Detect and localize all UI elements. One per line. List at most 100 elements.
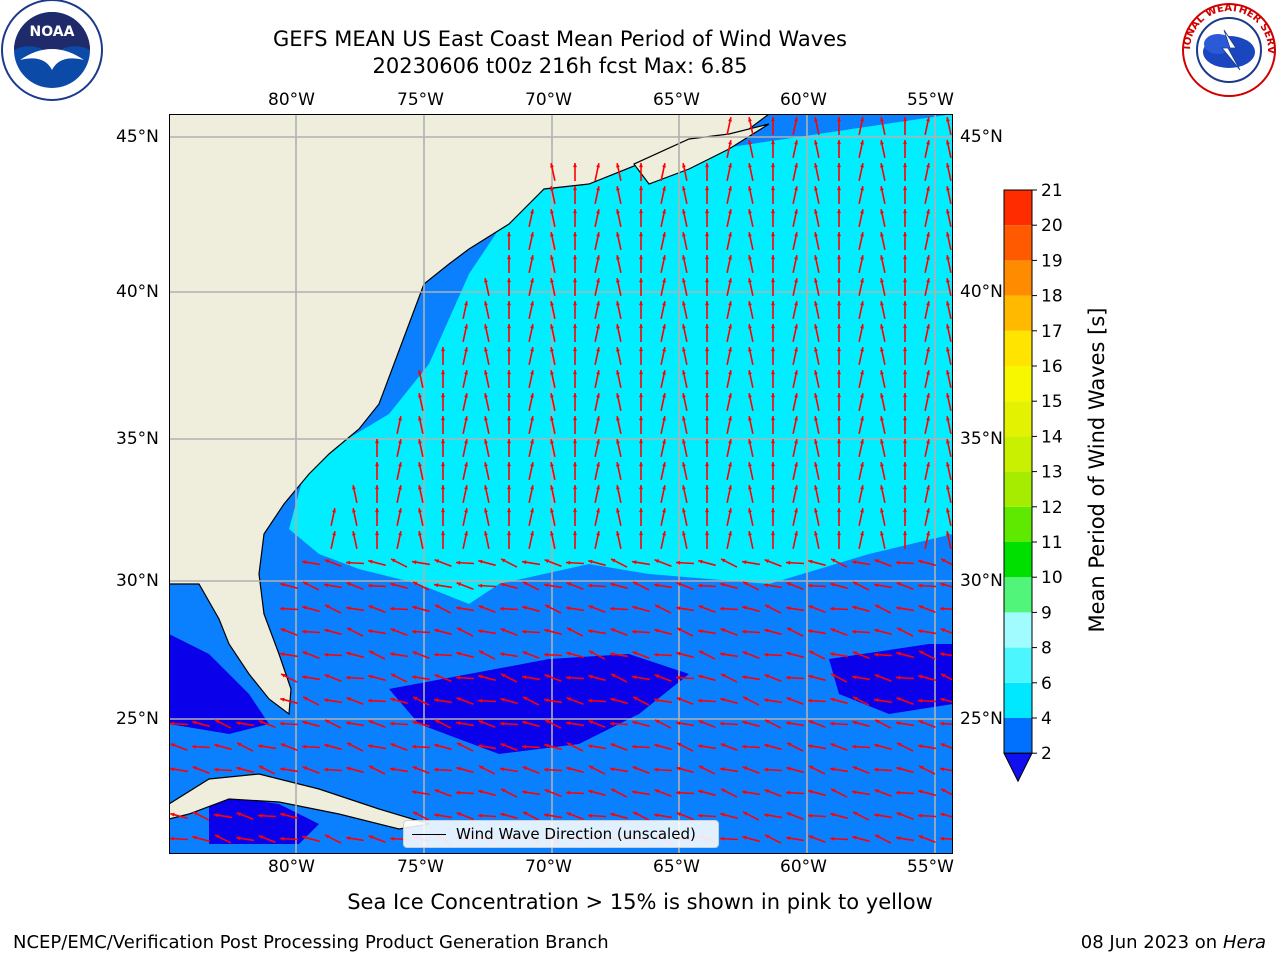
wave-direction-arrowhead bbox=[478, 789, 483, 794]
wave-direction-arrowhead bbox=[786, 766, 791, 771]
ocean-deep-period-area-caribbean bbox=[209, 794, 319, 844]
wave-direction-arrowhead bbox=[550, 416, 554, 421]
wave-direction-arrowhead bbox=[764, 652, 769, 657]
wave-direction-arrowhead bbox=[728, 186, 732, 191]
wave-direction-arrowhead bbox=[874, 652, 879, 657]
wave-direction-arrowhead bbox=[918, 583, 923, 588]
wave-direction-arrowhead bbox=[616, 209, 620, 214]
wave-direction-arrowhead bbox=[441, 439, 445, 444]
wave-direction-arrowhead bbox=[530, 531, 534, 536]
wave-direction-arrowhead bbox=[794, 508, 798, 513]
wave-direction-arrowhead bbox=[566, 582, 572, 587]
wave-direction-arrowhead bbox=[484, 485, 488, 490]
wave-direction-arrowhead bbox=[280, 812, 285, 817]
wave-direction-arrowhead bbox=[616, 278, 620, 283]
wave-direction-arrowhead bbox=[814, 485, 818, 490]
wave-direction-arrowhead bbox=[946, 462, 950, 467]
wave-direction-arrowhead bbox=[837, 439, 841, 444]
wave-direction-arrowhead bbox=[771, 209, 775, 214]
wave-direction-arrowhead bbox=[390, 628, 396, 633]
wave-direction-arrowhead bbox=[441, 531, 445, 536]
wave-direction-arrowhead bbox=[682, 209, 686, 214]
wave-direction-arrowhead bbox=[880, 301, 884, 306]
wave-direction-arrowhead bbox=[566, 790, 571, 795]
wave-direction-arrowhead bbox=[550, 462, 554, 467]
legend-line-icon bbox=[412, 833, 446, 835]
wave-direction-arrowhead bbox=[610, 743, 616, 748]
wave-direction-arrowhead bbox=[588, 744, 593, 749]
wave-direction-arrowhead bbox=[676, 651, 681, 656]
wave-direction-arrowhead bbox=[589, 765, 594, 770]
wave-direction-arrowhead bbox=[412, 629, 417, 634]
wave-direction-arrowhead bbox=[550, 232, 554, 237]
wave-direction-arrowhead bbox=[880, 393, 884, 398]
wave-direction-arrowhead bbox=[880, 140, 884, 145]
wave-direction-arrowhead bbox=[302, 766, 308, 771]
wave-direction-arrowhead bbox=[837, 301, 841, 306]
wave-direction-arrowhead bbox=[530, 347, 534, 352]
wave-direction-arrowhead bbox=[830, 743, 836, 748]
wave-direction-arrowhead bbox=[237, 742, 242, 747]
wave-direction-arrowhead bbox=[786, 582, 792, 587]
colorbar-segment bbox=[1004, 577, 1032, 613]
wave-direction-arrowhead bbox=[280, 697, 285, 702]
wave-direction-arrowhead bbox=[705, 278, 709, 283]
wave-direction-arrowhead bbox=[676, 766, 681, 771]
wave-direction-arrowhead bbox=[903, 347, 907, 352]
wave-direction-arrowhead bbox=[830, 606, 835, 611]
wave-direction-arrowhead bbox=[522, 629, 527, 634]
wave-direction-arrowhead bbox=[434, 813, 439, 818]
wave-direction-arrowhead bbox=[874, 628, 879, 633]
wave-direction-arrowhead bbox=[170, 721, 175, 726]
wave-direction-arrowhead bbox=[853, 696, 858, 701]
wave-direction-arrowhead bbox=[632, 790, 637, 795]
wave-direction-arrowhead bbox=[903, 485, 907, 490]
wave-direction-arrowhead bbox=[742, 766, 748, 771]
colorbar-tick-label: 18 bbox=[1041, 287, 1063, 307]
wave-direction-arrowhead bbox=[720, 721, 725, 726]
wave-direction-arrowhead bbox=[705, 255, 709, 260]
ocean-deep-period-area bbox=[389, 654, 689, 754]
wave-direction-arrowhead bbox=[434, 674, 440, 679]
wave-direction-arrowhead bbox=[567, 627, 572, 632]
wave-direction-arrowhead bbox=[324, 628, 329, 633]
colorbar-tick-label: 14 bbox=[1041, 427, 1063, 447]
wave-direction-arrowhead bbox=[771, 439, 775, 444]
wave-direction-arrowhead bbox=[418, 485, 422, 490]
wave-direction-arrowhead bbox=[748, 531, 752, 536]
wave-direction-arrowhead bbox=[705, 324, 709, 329]
wave-direction-arrowhead bbox=[639, 186, 643, 191]
wave-direction-arrowhead bbox=[596, 278, 600, 283]
wave-direction-arrowhead bbox=[662, 439, 666, 444]
wave-direction-arrowhead bbox=[302, 651, 308, 656]
wave-direction-arrowhead bbox=[748, 393, 752, 398]
wave-direction-arrowhead bbox=[771, 278, 775, 283]
wave-direction-arrowhead bbox=[391, 673, 396, 678]
wave-direction-arrowhead bbox=[837, 186, 841, 191]
wave-direction-arrowhead bbox=[639, 462, 643, 467]
wave-direction-arrowhead bbox=[946, 117, 950, 122]
wave-direction-arrowhead bbox=[258, 720, 264, 725]
wave-direction-arrowhead bbox=[926, 209, 930, 214]
wave-direction-arrowhead bbox=[830, 767, 835, 772]
wave-direction-arrowhead bbox=[926, 301, 930, 306]
wave-direction-arrowhead bbox=[837, 531, 841, 536]
wave-direction-arrowhead bbox=[654, 583, 659, 588]
wave-direction-arrowhead bbox=[808, 605, 814, 610]
wave-direction-arrowhead bbox=[748, 232, 752, 237]
wave-direction-arrowhead bbox=[478, 559, 483, 564]
wave-direction-arrowhead bbox=[507, 324, 511, 329]
wave-direction-arrowhead bbox=[332, 508, 336, 513]
wave-direction-arrowhead bbox=[484, 416, 488, 421]
wave-direction-arrowhead bbox=[903, 140, 907, 145]
wave-direction-arrowhead bbox=[170, 743, 176, 748]
wave-direction-arrowhead bbox=[390, 743, 396, 748]
wave-direction-arrowhead bbox=[814, 232, 818, 237]
wave-direction-arrowhead bbox=[771, 370, 775, 375]
colorbar-segment bbox=[1004, 542, 1032, 578]
wave-direction-arrowhead bbox=[654, 743, 659, 748]
wave-direction-arrowhead bbox=[860, 370, 864, 375]
wave-direction-arrowhead bbox=[926, 508, 930, 513]
wave-direction-arrowhead bbox=[721, 788, 726, 793]
wave-direction-arrowhead bbox=[324, 559, 330, 564]
